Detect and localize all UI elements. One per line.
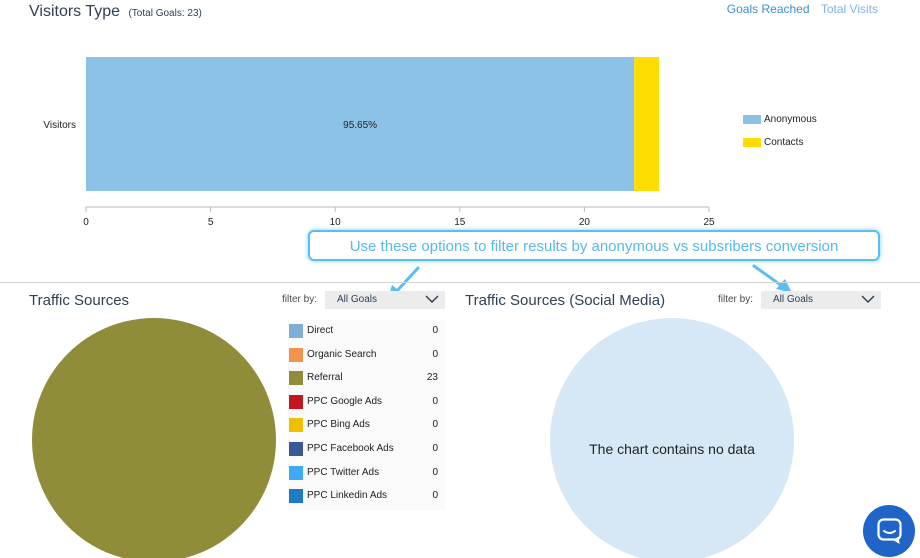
x-tick-label: 0 — [83, 217, 89, 228]
source-name: PPC Facebook Ads — [307, 443, 394, 454]
source-value: 23 — [426, 372, 438, 384]
source-name: Direct — [307, 325, 334, 336]
no-data-message: The chart contains no data — [589, 441, 755, 457]
section-divider — [0, 282, 920, 283]
source-value: 0 — [432, 419, 438, 431]
source-value: 0 — [432, 466, 438, 478]
x-tick-label: 15 — [454, 217, 466, 228]
x-tick-label: 20 — [579, 217, 591, 228]
chat-launcher-button[interactable] — [863, 505, 915, 557]
legend-swatch — [289, 442, 303, 456]
arrow-right-icon — [751, 263, 792, 293]
legend-swatch — [289, 418, 303, 433]
social-filter-select[interactable]: All Goals — [761, 291, 881, 309]
social-media-pie — [550, 318, 794, 558]
list-item[interactable]: PPC Twitter Ads 0 — [289, 465, 438, 480]
source-name: PPC Linkedin Ads — [307, 490, 388, 502]
traffic-sources-pie — [32, 318, 276, 558]
social-media-title: Traffic Sources (Social Media) — [465, 292, 666, 309]
tab-total-visits[interactable]: Total Visits — [820, 2, 878, 16]
legend-contacts-swatch — [743, 137, 761, 147]
source-name: PPC Twitter Ads — [307, 466, 380, 478]
filter-hint-callout: Use these options to filter results by a… — [308, 230, 880, 261]
chat-bubble-icon — [877, 518, 902, 544]
source-value: 0 — [432, 490, 438, 502]
visitors-type-chart: Visitors 95.65% 0 5 10 15 20 25 — [43, 57, 715, 228]
legend-anonymous-label: Anonymous — [764, 114, 817, 125]
x-tick-label: 10 — [330, 217, 342, 228]
bar-contacts[interactable] — [634, 57, 660, 191]
empty-pie — [550, 318, 794, 558]
chevron-down-icon — [861, 295, 875, 304]
list-item[interactable]: Referral 23 — [289, 371, 438, 386]
list-item[interactable]: Direct 0 — [289, 324, 438, 338]
source-value: 0 — [432, 325, 438, 336]
legend-swatch — [289, 489, 303, 504]
source-name: Organic Search — [307, 348, 377, 360]
view-tabs: Goals Reached Total Visits — [719, 2, 878, 16]
x-tick-label: 25 — [703, 217, 715, 228]
filter-hint-text: Use these options to filter results by a… — [349, 238, 839, 255]
legend-background — [288, 320, 445, 510]
traffic-filter-select[interactable]: All Goals — [325, 291, 445, 309]
legend-swatch — [289, 371, 303, 386]
social-filter-label: filter by: — [718, 294, 754, 305]
legend-anonymous-swatch — [743, 114, 761, 124]
source-value: 0 — [432, 348, 438, 360]
bar-anonymous[interactable] — [86, 57, 635, 191]
legend-swatch — [289, 394, 303, 409]
legend-swatch — [289, 465, 303, 480]
source-name: Referral — [307, 372, 343, 384]
legend-contacts[interactable]: Contacts — [743, 137, 803, 148]
list-item[interactable]: PPC Linkedin Ads 0 — [289, 489, 438, 504]
source-value: 0 — [432, 395, 438, 407]
source-name: PPC Google Ads — [307, 395, 383, 407]
source-name: PPC Bing Ads — [307, 419, 370, 431]
traffic-filter-label: filter by: — [282, 294, 318, 305]
legend-swatch — [289, 347, 303, 362]
chevron-down-icon — [425, 295, 439, 304]
traffic-sources-title: Traffic Sources — [29, 292, 130, 309]
list-item[interactable]: PPC Google Ads 0 — [289, 394, 438, 409]
legend-anonymous[interactable]: Anonymous — [743, 114, 817, 125]
source-value: 0 — [432, 443, 438, 454]
traffic-filter-value: All Goals — [337, 294, 378, 305]
data-label-anonymous: 95.65% — [343, 120, 377, 131]
total-goals-subtitle: (Total Goals: 23) — [128, 8, 202, 19]
legend-swatch — [289, 324, 303, 338]
category-label: Visitors — [43, 120, 76, 131]
visitors-type-heading: Visitors Type (Total Goals: 23) — [29, 3, 202, 21]
x-tick-label: 5 — [208, 217, 214, 228]
list-item[interactable]: PPC Facebook Ads 0 — [289, 442, 438, 456]
list-item[interactable]: Organic Search 0 — [289, 347, 438, 362]
page-title: Visitors Type — [29, 3, 121, 20]
list-item[interactable]: PPC Bing Ads 0 — [289, 418, 438, 433]
tab-goals-reached[interactable]: Goals Reached — [726, 2, 810, 16]
legend-contacts-label: Contacts — [764, 137, 804, 148]
pie-slice-referral[interactable] — [32, 318, 276, 558]
social-filter-value: All Goals — [773, 294, 814, 305]
